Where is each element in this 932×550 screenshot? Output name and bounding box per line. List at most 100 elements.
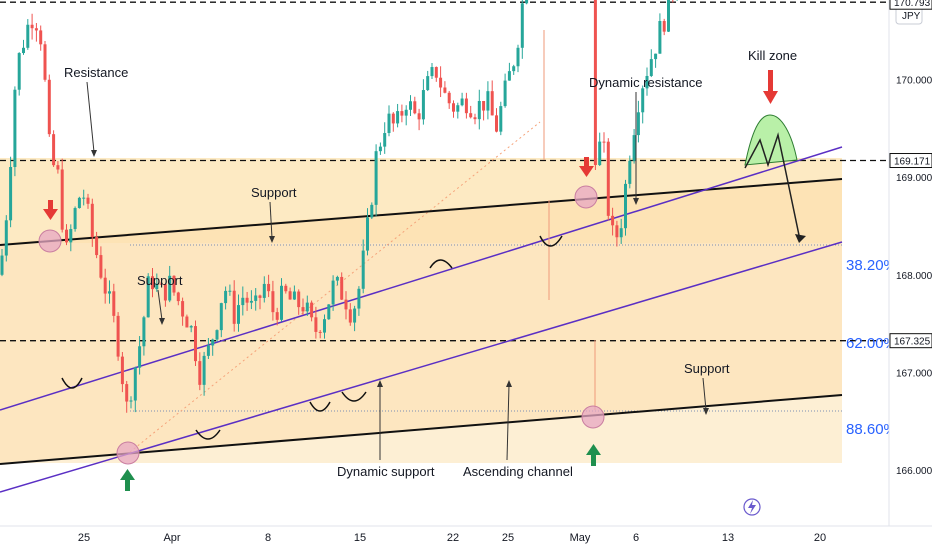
pointer-arrowhead	[91, 150, 97, 157]
candle-body	[30, 24, 34, 29]
candle-body	[503, 80, 507, 107]
candle-body	[181, 301, 185, 317]
red-down-arrow	[763, 70, 778, 104]
level-price-label: 169.171	[894, 157, 931, 168]
fib-label: 88.60%	[846, 421, 897, 438]
touch-circle	[574, 185, 598, 209]
swing-arc	[309, 401, 331, 412]
candle-body	[469, 113, 473, 118]
channel-upper-line	[0, 178, 843, 246]
candle-body	[142, 317, 146, 347]
candle-body	[426, 76, 430, 91]
candle-body	[211, 339, 215, 346]
candle-body	[288, 291, 292, 300]
candle-body	[447, 92, 451, 104]
candle-body	[215, 330, 219, 340]
candle-body	[280, 285, 283, 320]
y-tick-label: 167.000	[896, 368, 932, 379]
x-tick-label: 8	[265, 532, 271, 544]
candle-body	[69, 229, 73, 243]
pointer-arrowhead	[269, 236, 275, 243]
candle-body	[138, 346, 142, 368]
candle-body	[632, 135, 636, 161]
candle-body	[628, 160, 632, 184]
touch-circle	[581, 405, 605, 429]
candle-body	[284, 285, 288, 292]
candle-body	[624, 183, 627, 229]
candle-body	[417, 113, 421, 120]
dynamic-support-line	[0, 241, 843, 493]
candle-body	[56, 165, 60, 170]
candle-body	[434, 67, 438, 78]
price-axis[interactable]	[889, 0, 932, 526]
candle-body	[249, 300, 253, 303]
candle-body	[34, 28, 38, 31]
candle-body	[391, 113, 395, 124]
candle-body	[396, 111, 400, 124]
channel-lower-line	[0, 394, 843, 465]
candle-body	[120, 356, 124, 385]
candle-body	[275, 312, 279, 320]
candle-body	[344, 299, 348, 310]
x-tick-label: 15	[354, 532, 366, 544]
candle-body	[366, 217, 369, 251]
candle-body	[99, 255, 103, 278]
x-tick-label: 25	[502, 532, 514, 544]
candle-body	[331, 280, 335, 305]
candle-body	[219, 303, 223, 331]
candle-body	[17, 53, 21, 90]
candle-body	[357, 288, 361, 309]
candle-body	[297, 291, 301, 308]
x-tick-label: Apr	[163, 532, 180, 544]
candle-body	[125, 384, 129, 402]
pointer-line	[157, 289, 163, 321]
candle-body	[146, 276, 150, 318]
time-axis[interactable]	[0, 526, 932, 550]
candle-body	[654, 53, 658, 60]
candle-body	[262, 283, 266, 298]
candle-body	[404, 109, 408, 116]
candle-body	[383, 133, 387, 147]
candle-body	[662, 21, 666, 32]
candle-body	[129, 400, 133, 402]
green-up-arrow	[120, 469, 135, 491]
swing-arc	[61, 377, 83, 389]
lightning-icon[interactable]	[743, 498, 761, 516]
candle-body	[443, 87, 447, 93]
candle-body	[95, 237, 99, 256]
candle-body	[155, 283, 159, 290]
upper-zone-fill	[0, 158, 842, 243]
pointer-line	[269, 201, 273, 239]
x-tick-label: 22	[447, 532, 459, 544]
candle-body	[194, 326, 197, 362]
candle-body	[310, 302, 314, 318]
candle-body	[615, 225, 619, 238]
candle-body	[378, 146, 382, 152]
annotation-label: Kill zone	[748, 48, 797, 63]
candle-body	[318, 331, 322, 333]
channel-zone-fill	[0, 178, 842, 463]
pointer-line	[506, 384, 510, 461]
x-tick-label: 6	[633, 532, 639, 544]
level-price-badge	[889, 333, 932, 349]
candle-body	[258, 295, 262, 298]
swing-arc	[429, 259, 453, 269]
candle-body	[636, 112, 640, 136]
red-down-arrow	[579, 157, 594, 177]
candle-body	[611, 215, 615, 226]
candle-body	[314, 317, 318, 332]
level-price-label: 170.793	[894, 0, 931, 9]
candle-body	[151, 276, 154, 290]
green-up-arrow	[586, 444, 601, 466]
annotation-label: Support	[684, 361, 730, 376]
annotation-label: Ascending channel	[463, 464, 573, 479]
candle-body	[387, 113, 391, 134]
candle-body	[237, 305, 240, 324]
candle-body	[430, 67, 434, 77]
price-axis-ticks: 166.000 167.000 168.000 169.000 170.000	[896, 76, 932, 477]
kill-zone-shape	[744, 114, 798, 166]
candle-body	[482, 100, 486, 111]
candle-body	[39, 30, 43, 45]
annotation-label: Support	[137, 273, 183, 288]
